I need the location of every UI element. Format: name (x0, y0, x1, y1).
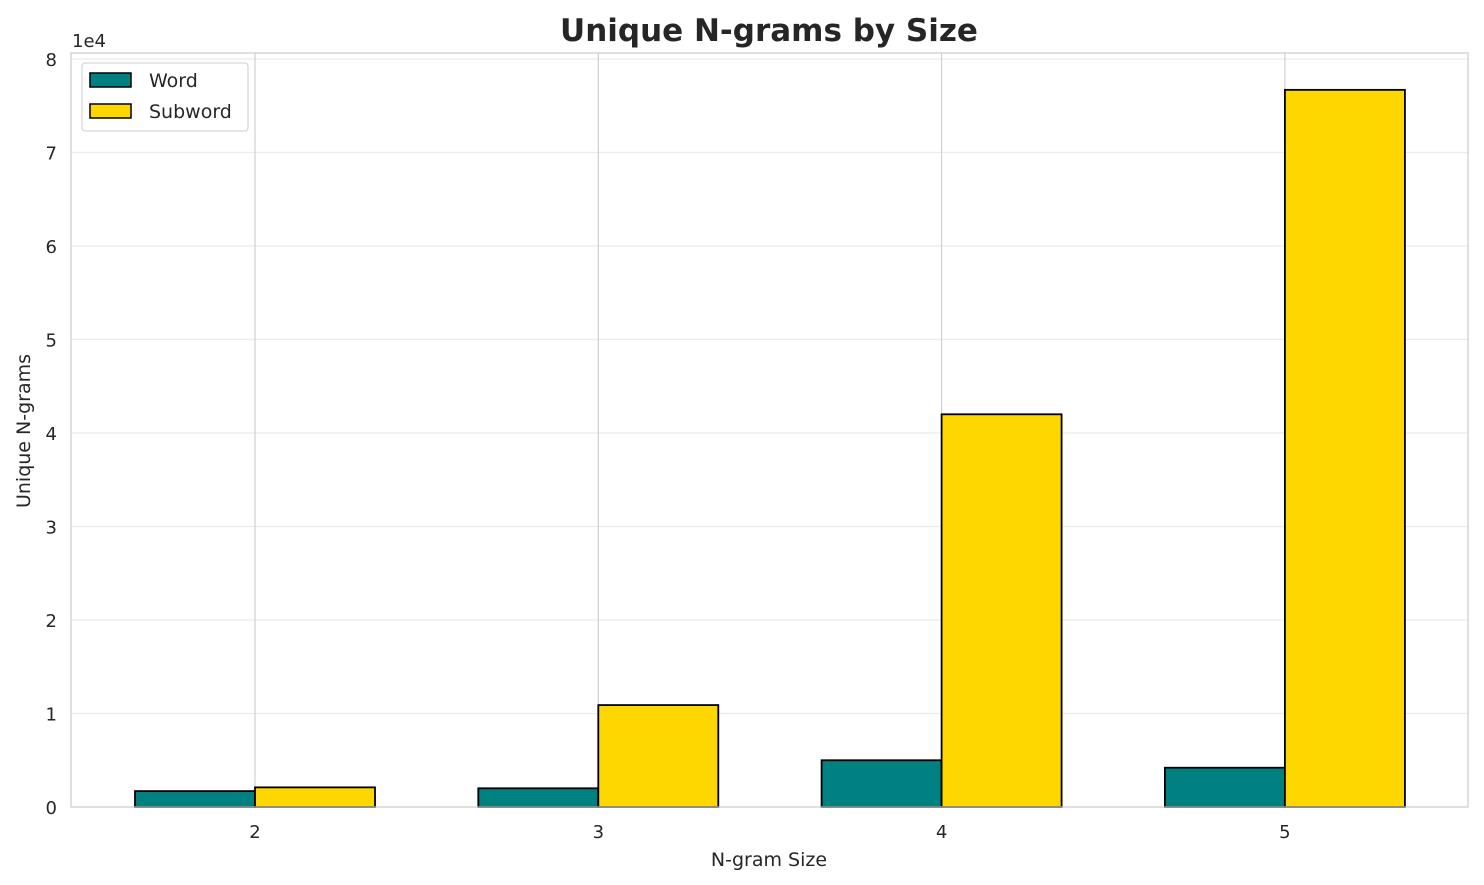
bar-subword-2 (254, 786, 376, 808)
plot-frame (70, 52, 1469, 808)
bar-word-5 (1164, 766, 1286, 808)
y-tick-label: 7 (46, 144, 57, 165)
x-tick-label: 2 (249, 822, 260, 843)
bar-word-3 (477, 787, 600, 808)
chart-title: Unique N-grams by Size (560, 13, 978, 49)
ticks-layer: 0 1 2 3 4 5 6 7 8 2 3 4 5 (46, 50, 1291, 843)
legend-swatch-subword (89, 103, 132, 119)
y-tick-label: 8 (46, 50, 57, 71)
y-tick-label: 4 (46, 424, 57, 445)
x-tick-label: 4 (936, 822, 947, 843)
y-tick-label: 2 (46, 611, 57, 632)
y-axis-label: Unique N-grams (13, 354, 35, 508)
bars-layer (134, 88, 1406, 808)
y-axis-offset-label: 1e4 (72, 31, 106, 52)
y-tick-label: 3 (46, 518, 57, 539)
legend-label-subword: Subword (149, 101, 232, 123)
bar-subword-3 (597, 704, 720, 808)
x-tick-label: 5 (1279, 822, 1290, 843)
x-axis-label: N-gram Size (711, 849, 827, 871)
y-tick-label: 6 (46, 237, 57, 258)
y-tick-label: 1 (46, 705, 57, 726)
bar-subword-4 (940, 413, 1063, 808)
bar-subword-5 (1284, 88, 1406, 808)
y-tick-label: 0 (46, 798, 57, 819)
bar-word-4 (820, 759, 943, 808)
legend-swatch-word (89, 72, 132, 88)
bar-word-2 (134, 790, 256, 808)
x-tick-label: 3 (593, 822, 604, 843)
y-tick-label: 5 (46, 331, 57, 352)
legend: Word Subword (81, 62, 249, 132)
legend-label-word: Word (149, 70, 198, 92)
